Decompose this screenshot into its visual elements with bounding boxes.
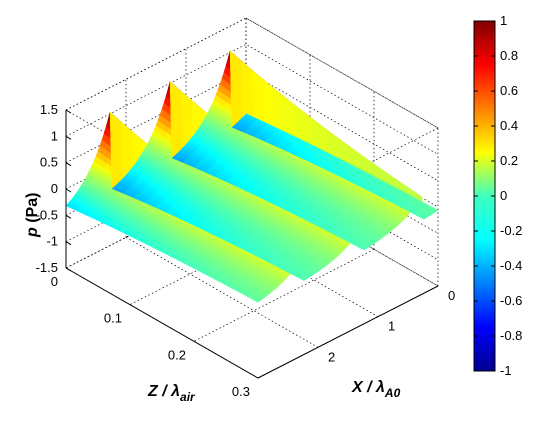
y-tick-label: 0.1: [104, 311, 122, 326]
z-tick-label: 1.5: [40, 102, 58, 117]
colorbar-tick-label: -0.8: [500, 328, 522, 343]
y-tick-label: 0: [51, 274, 58, 289]
z-tick-label: 0: [51, 181, 58, 196]
x-axis-label: X / λA0: [351, 379, 401, 400]
z-tick: [65, 241, 72, 246]
x-tick-label: 1: [388, 319, 395, 334]
colorbar-tick-label: 0.2: [500, 153, 518, 168]
z-tick: [65, 109, 72, 114]
x-tick-label: 0: [448, 288, 455, 303]
surface-patch: [243, 113, 258, 122]
colorbar-ticks: 1 0.8 0.6 0.4 0.2 0 -0.2 -0.4 -0.6 -0.8 -1: [474, 13, 522, 378]
colorbar-tick-label: 0: [500, 188, 507, 203]
x-lambda-tick-labels: 0 1 2: [328, 288, 455, 364]
colorbar-tick-label: 0.8: [500, 48, 518, 63]
colorbar-tick-label: -0.4: [500, 258, 522, 273]
z-tick: [65, 188, 72, 193]
grid-line: [193, 249, 375, 342]
z-tick-label: -1.5: [36, 260, 58, 275]
z-axis-label: p (Pa): [24, 193, 41, 238]
colorbar-tick-label: 1: [500, 13, 507, 28]
y-tick-label: 0.2: [168, 347, 186, 362]
x-tick-label: 2: [328, 349, 335, 364]
z-tick: [65, 162, 72, 167]
colorbar: 1 0.8 0.6 0.4 0.2 0 -0.2 -0.4 -0.6 -0.8 -1: [473, 13, 522, 378]
grid-line: [245, 17, 439, 129]
z-tick: [65, 214, 72, 219]
z-lambda-tick-labels: 0 0.1 0.2 0.3: [51, 274, 250, 399]
z-tick: [65, 135, 72, 140]
axis-line: [65, 267, 439, 379]
z-tick-labels: 1.5 1 0.5 0 -0.5 -1 -1.5: [36, 102, 72, 275]
z-tick-label: 1: [51, 128, 58, 143]
y-axis-label: Z / λair: [147, 383, 196, 404]
colorbar-tick-label: -0.6: [500, 293, 522, 308]
z-tick-label: -1: [46, 234, 58, 249]
colorbar-tick-label: -0.2: [500, 223, 522, 238]
z-tick-label: 0.5: [40, 155, 58, 170]
y-tick-label: 0.3: [232, 384, 250, 399]
colorbar-tick-label: 0.6: [500, 83, 518, 98]
grid-line: [125, 237, 319, 348]
pressure-surface: [65, 50, 439, 303]
z-tick-label: -0.5: [36, 207, 58, 222]
z-tick: [65, 267, 72, 272]
colorbar-tick-label: -1: [500, 363, 512, 378]
grid-line: [65, 17, 247, 111]
colorbar-tick-label: 0.4: [500, 118, 518, 133]
